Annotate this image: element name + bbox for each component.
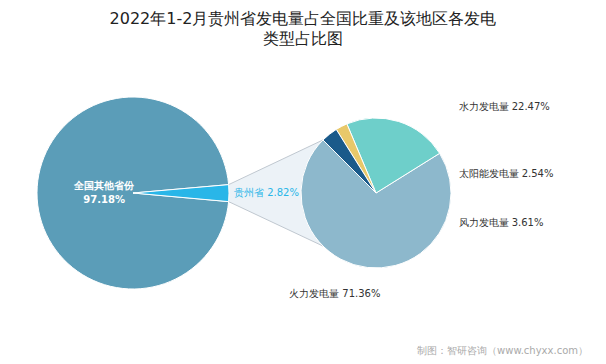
pie-slice [323, 129, 376, 193]
pie [301, 118, 451, 268]
data-label: 火力发电量 71.36% [289, 288, 380, 299]
data-label: 太阳能发电量 2.54% [459, 168, 554, 179]
chart: 2022年1-2月贵州省发电量占全国比重及该地区各发电类型占比图全国其他省份97… [0, 0, 606, 364]
annotation: 制图：智研咨询（www.chyxx.com） [417, 345, 588, 356]
data-label: 全国其他省份97.18% [73, 180, 135, 205]
data-label: 水力发电量 22.47% [459, 101, 550, 112]
pie-slice [133, 185, 229, 202]
data-label: 贵州省 2.82% [234, 187, 299, 198]
title: 2022年1-2月贵州省发电量占全国比重及该地区各发电类型占比图 [110, 9, 497, 48]
pie [37, 97, 229, 289]
pie-slice [37, 97, 229, 289]
labels: 全国其他省份97.18% 贵州省 2.82% 火力发电量 71.36% 水力发电量 2… [73, 101, 553, 300]
pie-slice [347, 118, 440, 193]
data-label: 风力发电量 3.61% [459, 217, 544, 228]
